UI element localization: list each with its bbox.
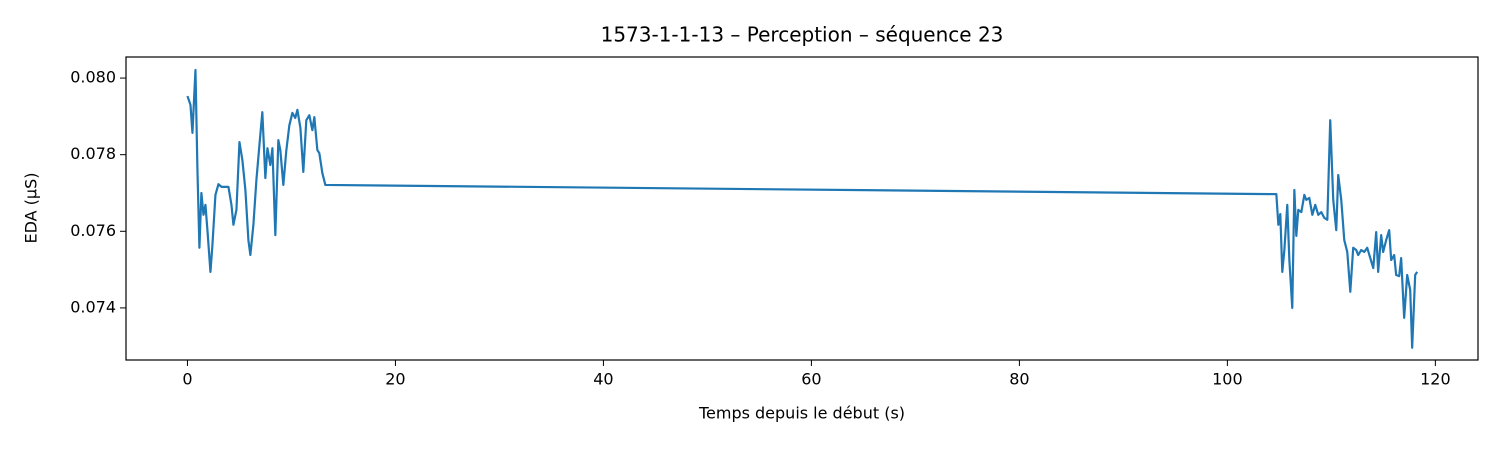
y-tick-label: 0.076 xyxy=(70,221,116,240)
y-tick-label: 0.078 xyxy=(70,144,116,163)
x-tick-label: 120 xyxy=(1420,370,1451,389)
chart-title: 1573-1-1-13 – Perception – séquence 23 xyxy=(601,23,1004,47)
x-tick-label: 0 xyxy=(182,370,192,389)
x-tick-label: 20 xyxy=(385,370,405,389)
x-tick-label: 40 xyxy=(593,370,613,389)
x-tick-label: 60 xyxy=(801,370,821,389)
plot-frame xyxy=(125,56,1479,361)
x-tick-label: 100 xyxy=(1212,370,1243,389)
x-tick-label: 80 xyxy=(1009,370,1029,389)
y-tick-label: 0.080 xyxy=(70,68,116,87)
y-tick-label: 0.074 xyxy=(70,297,116,316)
x-axis-label: Temps depuis le début (s) xyxy=(698,404,905,423)
data-line xyxy=(186,68,1419,349)
y-axis-label: EDA (µS) xyxy=(22,173,41,244)
